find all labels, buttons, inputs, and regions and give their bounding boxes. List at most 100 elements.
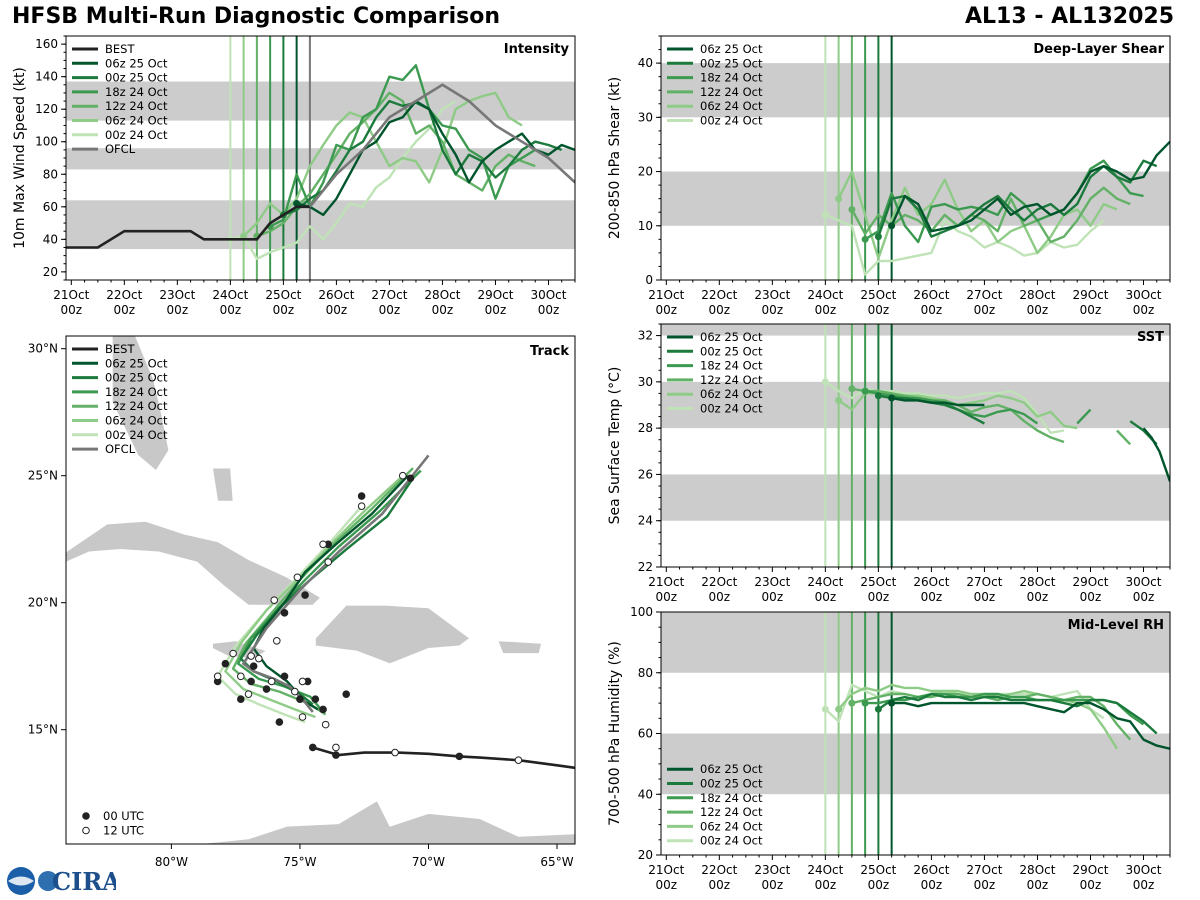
intensity-plot-area <box>66 36 575 280</box>
track-legend-label-7: OFCL <box>105 442 136 456</box>
sst-xtick-hour-9: 00z <box>1133 590 1155 604</box>
sst-xtick-hour-8: 00z <box>1080 590 1102 604</box>
shear-series-5-seg-0 <box>824 213 1105 276</box>
intensity-ofcl-forecast <box>308 83 575 208</box>
track-marker-37 <box>514 756 523 764</box>
intensity-xtick-hour-7: 00z <box>432 303 454 317</box>
intensity-ytick-label-1: 40 <box>43 232 58 246</box>
track-marker-31 <box>319 540 327 549</box>
sst-xtick-hour-3: 00z <box>815 590 837 604</box>
intensity-legend-label-7: OFCL <box>105 142 136 156</box>
shear-series-2-start-marker <box>861 235 869 243</box>
track-marker-36 <box>455 752 464 761</box>
storm-id: AL13 - AL132025 <box>965 4 1174 29</box>
shear-legend-label-4: 06z 24 Oct <box>700 99 763 113</box>
track-legend-label-5: 06z 24 Oct <box>105 414 168 428</box>
track-legend-label-2: 00z 25 Oct <box>105 371 168 385</box>
track-ytick-label-1: 20°N <box>28 596 58 610</box>
track-marker-7 <box>221 659 230 668</box>
sst-plot-area <box>661 324 1170 567</box>
track-marker-23 <box>237 672 245 681</box>
track-marker-41 <box>308 743 317 752</box>
sst-series-0-seg-0 <box>891 396 985 407</box>
rh-series-5-start-marker <box>821 705 829 713</box>
track-marker-0 <box>342 690 351 698</box>
sst-series-1-start-marker <box>874 392 882 400</box>
intensity-xtick-hour-2: 00z <box>167 303 189 317</box>
shear-legend-label-1: 00z 25 Oct <box>700 56 763 70</box>
track-legend-label-3: 18z 24 Oct <box>105 385 168 399</box>
intensity-xtick-hour-3: 00z <box>220 303 242 317</box>
shear-series-1-start-marker <box>874 233 882 241</box>
shear-ytick-label-1: 10 <box>638 219 653 233</box>
sst-xtick-hour-7: 00z <box>1027 590 1049 604</box>
land-puerto-rico <box>497 640 543 654</box>
rh-xtick-day-4: 25Oct <box>860 863 896 877</box>
intensity-xtick-day-9: 30Oct <box>530 288 566 302</box>
track-title: Track <box>530 344 569 359</box>
sst-xtick-hour-4: 00z <box>868 590 890 604</box>
sst-series-3-seg-1 <box>1116 429 1132 446</box>
land-bahamas <box>212 467 234 502</box>
land-south-america <box>197 800 575 844</box>
sst-xtick-day-1: 22Oct <box>701 575 737 589</box>
track-marker-24 <box>213 672 222 681</box>
rh-legend-label-3: 12z 24 Oct <box>700 805 763 819</box>
rh-ytick-label-1: 40 <box>638 787 653 801</box>
rh-ytick-label-4: 100 <box>630 605 653 619</box>
intensity-xtick-day-2: 23Oct <box>159 288 195 302</box>
sst-series-2-seg-1 <box>1076 408 1092 425</box>
shear-xtick-day-2: 23Oct <box>754 288 790 302</box>
track-series-1 <box>239 477 414 706</box>
sst-xtick-day-7: 28Oct <box>1019 575 1055 589</box>
shear-xtick-hour-1: 00z <box>709 303 731 317</box>
sst-band-0 <box>661 474 1170 521</box>
rh-xtick-hour-4: 00z <box>868 878 890 892</box>
intensity-xtick-hour-0: 00z <box>61 303 83 317</box>
track-xtick-label-3: 65°W <box>540 855 573 869</box>
track-marker-16 <box>311 695 320 704</box>
shear-band-0 <box>661 171 1170 226</box>
sst-ytick-label-0: 22 <box>638 560 653 574</box>
track-marker-11 <box>301 591 309 599</box>
shear-series-0-seg-0 <box>890 140 1170 233</box>
track-ytick-label-0: 15°N <box>28 723 58 737</box>
shear-series-4-seg-0 <box>837 170 1118 260</box>
shear-xtick-hour-8: 00z <box>1080 303 1102 317</box>
rh-xtick-day-6: 27Oct <box>966 863 1002 877</box>
sst-legend-label-5: 00z 24 Oct <box>700 402 763 416</box>
sst-ytick-label-1: 24 <box>638 514 653 528</box>
sst-xtick-hour-1: 00z <box>709 590 731 604</box>
shear-xtick-hour-2: 00z <box>762 303 784 317</box>
track-best <box>312 746 575 770</box>
track-marker-27 <box>272 637 281 645</box>
sst-legend-label-0: 06z 25 Oct <box>700 330 763 344</box>
shear-xtick-hour-5: 00z <box>921 303 943 317</box>
sst-legend-label-4: 06z 24 Oct <box>700 387 763 401</box>
sst-band-1 <box>661 381 1170 429</box>
intensity-xtick-day-7: 28Oct <box>424 288 460 302</box>
shear-xtick-day-0: 21Oct <box>648 288 684 302</box>
rh-ytick-label-0: 20 <box>638 848 653 862</box>
rh-ytick-label-3: 80 <box>638 666 653 680</box>
sst-ytick-label-3: 28 <box>638 421 653 435</box>
shear-xtick-hour-4: 00z <box>868 303 890 317</box>
track-marker-38 <box>391 748 399 757</box>
rh-chart: 2040608010021Oct00z22Oct00z23Oct00z24Oct… <box>607 605 1171 892</box>
intensity-xtick-hour-9: 00z <box>538 303 560 317</box>
rh-xtick-day-2: 23Oct <box>754 863 790 877</box>
track-marker-legend-swatch-1 <box>82 826 90 835</box>
sst-xtick-hour-5: 00z <box>921 590 943 604</box>
track-ytick-label-2: 25°N <box>28 469 58 483</box>
sst-xtick-day-5: 26Oct <box>913 575 949 589</box>
shear-xtick-day-6: 27Oct <box>966 288 1002 302</box>
track-marker-22 <box>244 690 253 698</box>
intensity-legend-label-2: 00z 25 Oct <box>105 71 168 85</box>
sst-series-3-start-marker <box>848 385 856 393</box>
track-series-4 <box>224 474 404 719</box>
intensity-ytick-label-7: 160 <box>35 37 58 51</box>
intensity-chart: 2040608010012014016021Oct00z22Oct00z23Oc… <box>12 35 576 317</box>
shear-ytick-label-2: 20 <box>638 165 653 179</box>
